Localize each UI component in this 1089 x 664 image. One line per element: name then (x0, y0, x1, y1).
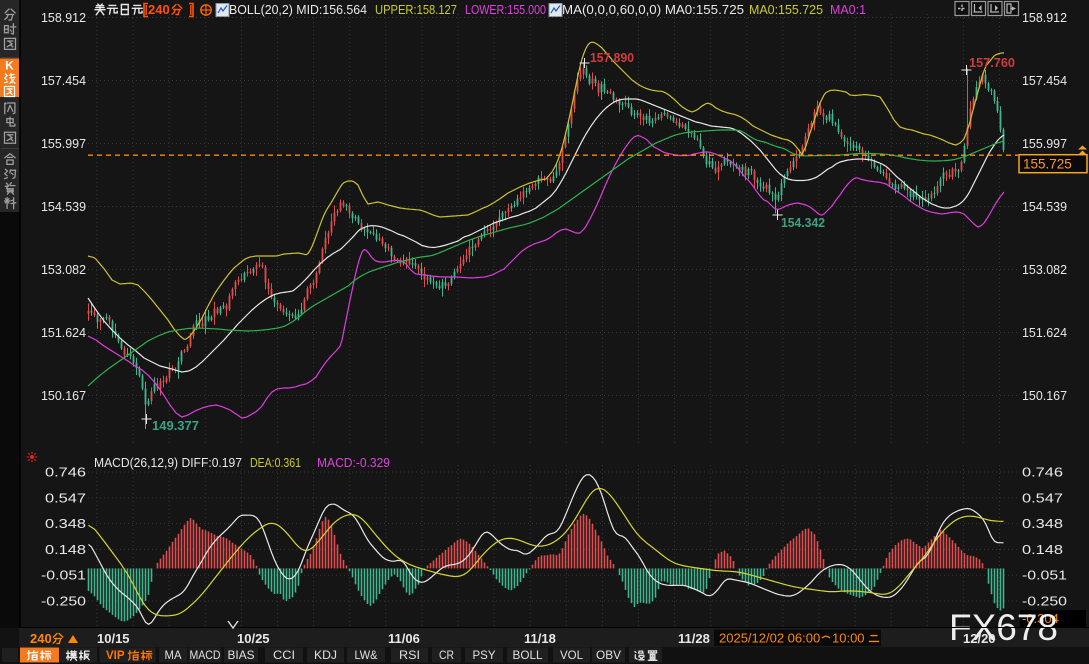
svg-text:MA(0,0,0,60,0,0) MA0:155.725: MA(0,0,0,60,0,0) MA0:155.725 (562, 2, 744, 17)
svg-text:BOLL: BOLL (513, 648, 543, 662)
svg-text:0.348: 0.348 (1022, 516, 1063, 531)
svg-text:151.624: 151.624 (41, 325, 86, 340)
svg-text:157.454: 157.454 (41, 73, 86, 88)
svg-text:UPPER:158.127: UPPER:158.127 (375, 2, 457, 17)
svg-text:PSY: PSY (473, 648, 496, 662)
svg-text:0.148: 0.148 (45, 542, 86, 557)
svg-text:BIAS: BIAS (228, 648, 255, 662)
svg-text:MACD:-0.329: MACD:-0.329 (317, 455, 390, 470)
svg-text:157.760: 157.760 (969, 55, 1015, 70)
svg-text:11/28: 11/28 (678, 631, 710, 646)
svg-text:KDJ: KDJ (314, 648, 337, 662)
svg-text:OBV: OBV (596, 648, 621, 662)
svg-text:240: 240 (148, 2, 170, 17)
svg-text:10:00: 10:00 (832, 631, 865, 646)
svg-text:0.746: 0.746 (1022, 465, 1063, 480)
svg-text:155.997: 155.997 (41, 136, 86, 151)
svg-text:150.167: 150.167 (1022, 388, 1067, 403)
svg-text:154.342: 154.342 (781, 215, 825, 230)
svg-text:158.912: 158.912 (41, 10, 86, 25)
svg-text:0.746: 0.746 (45, 465, 86, 480)
svg-text:-0.250: -0.250 (41, 594, 86, 609)
svg-text:154.539: 154.539 (1022, 199, 1067, 214)
svg-text:LW&: LW& (355, 648, 378, 662)
svg-text:0.148: 0.148 (1022, 542, 1063, 557)
svg-text:11/18: 11/18 (524, 631, 556, 646)
svg-text:158.912: 158.912 (1022, 10, 1067, 25)
svg-text:MA0:1: MA0:1 (830, 2, 866, 17)
svg-text:MA0:155.725: MA0:155.725 (749, 2, 823, 17)
svg-text:VOL: VOL (560, 648, 583, 662)
svg-text:151.624: 151.624 (1022, 325, 1067, 340)
svg-text:MACD(26,12,9) DIFF:0.197: MACD(26,12,9) DIFF:0.197 (94, 455, 242, 470)
svg-text:DEA:0.361: DEA:0.361 (250, 455, 301, 470)
svg-text:CR: CR (439, 648, 454, 662)
svg-text:-0.051: -0.051 (41, 568, 86, 583)
svg-text:-0.051: -0.051 (1022, 568, 1067, 583)
svg-text:K: K (5, 59, 14, 73)
svg-text:LOWER:155.000: LOWER:155.000 (465, 2, 546, 17)
svg-text:RSI: RSI (399, 648, 420, 662)
svg-text:155.997: 155.997 (1022, 136, 1067, 151)
svg-text:10/15: 10/15 (97, 631, 130, 646)
svg-text:MACD: MACD (190, 648, 221, 662)
svg-text:157.454: 157.454 (1022, 73, 1067, 88)
svg-text:157.890: 157.890 (590, 50, 634, 65)
svg-text:BOLL(20,2) MID:156.564: BOLL(20,2) MID:156.564 (229, 2, 367, 17)
svg-text:MA: MA (165, 648, 182, 662)
svg-text:-0.250: -0.250 (1022, 594, 1067, 609)
svg-text:2025/12/02 06:00: 2025/12/02 06:00 (719, 631, 820, 646)
svg-text:153.082: 153.082 (1022, 262, 1067, 277)
svg-text:CCI: CCI (273, 648, 295, 662)
svg-text:VIP: VIP (106, 650, 125, 662)
svg-text:240: 240 (30, 631, 52, 646)
svg-text:-0.304: -0.304 (1022, 611, 1059, 626)
svg-text:149.377: 149.377 (152, 418, 199, 433)
svg-text:10/25: 10/25 (237, 631, 270, 646)
svg-text:155.725: 155.725 (1023, 157, 1072, 172)
svg-text:150.167: 150.167 (41, 388, 86, 403)
svg-text:12/20: 12/20 (963, 631, 996, 646)
svg-text:0.348: 0.348 (45, 516, 86, 531)
svg-text:154.539: 154.539 (41, 199, 86, 214)
svg-text:153.082: 153.082 (41, 262, 86, 277)
svg-text:0.547: 0.547 (1022, 490, 1063, 505)
svg-text:0.547: 0.547 (45, 490, 86, 505)
svg-text:11/06: 11/06 (388, 631, 420, 646)
